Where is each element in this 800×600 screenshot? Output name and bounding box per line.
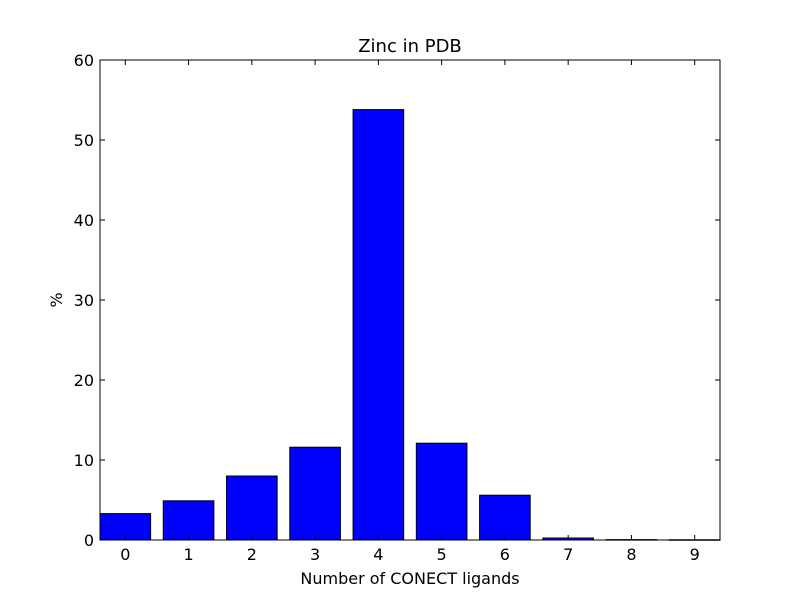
x-axis-label: Number of CONECT ligands xyxy=(300,569,519,588)
x-tick-label-1: 1 xyxy=(183,545,193,564)
chart-title: Zinc in PDB xyxy=(358,36,462,57)
x-tick-label-3: 3 xyxy=(310,545,320,564)
plot-frame xyxy=(99,59,721,541)
x-tick-label-0: 0 xyxy=(120,545,130,564)
y-axis-label: % xyxy=(47,292,66,307)
x-tick-label-2: 2 xyxy=(247,545,257,564)
plot-area xyxy=(100,60,720,540)
bar-1 xyxy=(162,500,215,541)
x-tick-label-8: 8 xyxy=(626,545,636,564)
x-tick-label-9: 9 xyxy=(690,545,700,564)
x-tick-label-5: 5 xyxy=(437,545,447,564)
x-tick-label-4: 4 xyxy=(373,545,383,564)
bar-3 xyxy=(289,446,341,541)
y-tick-label-50: 50 xyxy=(74,131,94,150)
y-tick-label-20: 20 xyxy=(74,371,94,390)
y-tick-label-40: 40 xyxy=(74,211,94,230)
bar-2 xyxy=(226,475,278,541)
x-tick-label-7: 7 xyxy=(563,545,573,564)
y-tick-label-10: 10 xyxy=(74,451,94,470)
bar-4 xyxy=(352,109,405,541)
bar-5 xyxy=(415,442,468,541)
y-tick-label-60: 60 xyxy=(74,51,94,70)
bar-6 xyxy=(479,494,531,541)
bars-group xyxy=(99,109,721,541)
axis-ticks-group: 0 1 2 3 4 5 6 7 8 9 0 10 20 30 40 50 60 xyxy=(74,51,720,564)
y-tick-label-30: 30 xyxy=(74,291,94,310)
y-tick-label-0: 0 xyxy=(84,531,94,550)
x-tick-label-6: 6 xyxy=(500,545,510,564)
